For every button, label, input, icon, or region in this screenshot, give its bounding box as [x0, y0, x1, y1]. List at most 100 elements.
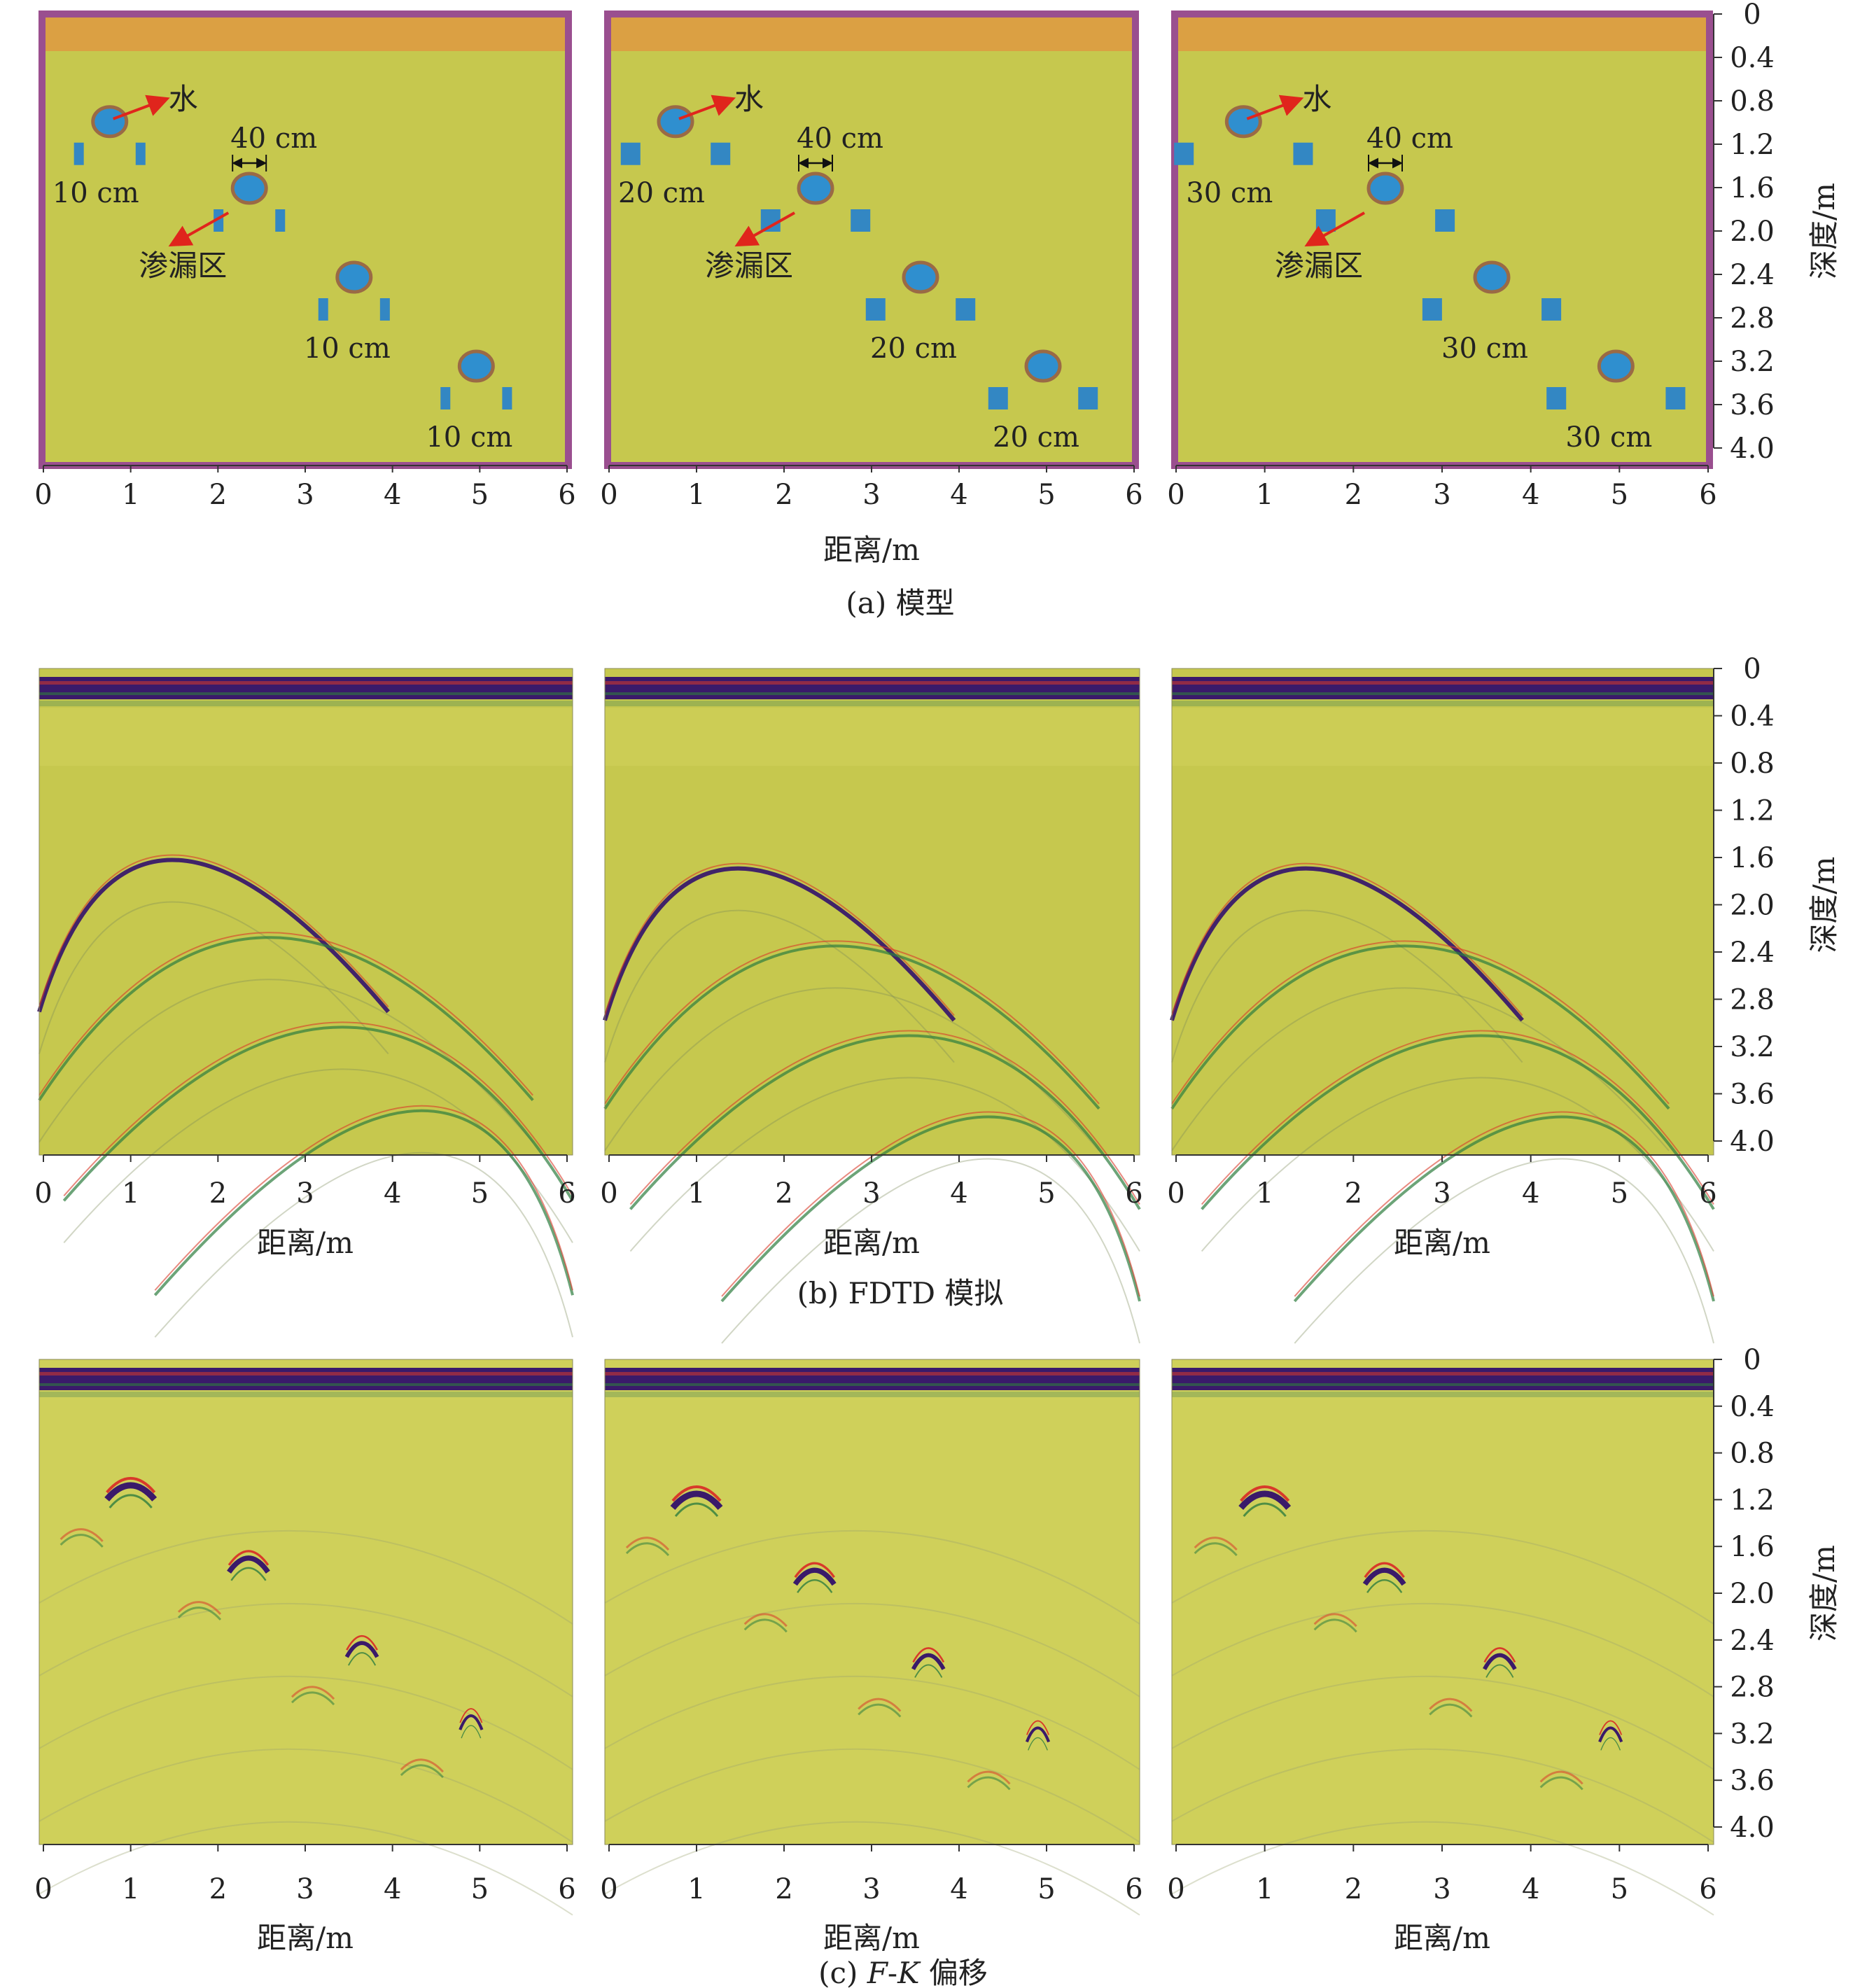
y-axis-title: 深度/m [1807, 183, 1841, 279]
focused-target [230, 1567, 267, 1581]
focused-target [1366, 1579, 1403, 1593]
x-tick-label: 2 [1345, 479, 1362, 511]
direct-wave-band [605, 681, 1140, 685]
x-axis-title: 距离/m [823, 1921, 920, 1955]
hyperbola [38, 936, 534, 1101]
focused-target [1025, 1726, 1051, 1743]
x-tick-label: 1 [687, 479, 705, 511]
x-tick-label: 0 [600, 479, 617, 511]
x-tick-label: 4 [950, 1177, 967, 1210]
x-tick-label: 5 [1611, 479, 1628, 511]
migration-artifact [39, 1675, 573, 1770]
leak-zone [214, 209, 224, 232]
direct-wave-band [39, 692, 573, 695]
y-tick-label: 0 [1743, 0, 1761, 31]
y-tick-label: 1.2 [1730, 129, 1775, 161]
focused-target [1364, 1562, 1405, 1578]
y-tick-label: 4.0 [1730, 433, 1775, 465]
focused-target [109, 1494, 153, 1508]
hyperbola-ghost [629, 1077, 1140, 1252]
focused-target [347, 1652, 377, 1666]
migration-artifact [39, 1602, 573, 1698]
x-tick-label: 2 [775, 1873, 792, 1905]
y-axis-title: 深度/m [1807, 857, 1841, 953]
spacing-label: 40 cm [797, 122, 883, 155]
x-tick-label: 3 [1433, 479, 1450, 511]
focused-target [344, 1641, 379, 1658]
y-tick-label: 4.0 [1730, 1812, 1775, 1844]
leak-residual [967, 1770, 1011, 1785]
gap-label: 10 cm [426, 421, 512, 454]
caption-b: (b) FDTD 模拟 [797, 1276, 1004, 1310]
y-tick-label: 0.4 [1730, 1391, 1775, 1423]
focused-target [794, 1562, 835, 1578]
water-pipe [1224, 105, 1262, 139]
y-tick-label: 0.4 [1730, 701, 1775, 733]
leak-zone [620, 142, 641, 165]
radar-background [605, 668, 1140, 1155]
x-tick-label: 6 [1125, 1177, 1142, 1210]
leak-zone [1435, 209, 1455, 232]
leak-zone [1078, 387, 1098, 410]
direct-wave-band [39, 1383, 573, 1386]
focused-target [104, 1482, 158, 1502]
x-tick-label: 3 [1433, 1177, 1450, 1210]
water-pipe [657, 105, 694, 139]
water-arrow [1246, 94, 1304, 120]
direct-wave-band [605, 1383, 1140, 1386]
leak-label: 渗漏区 [705, 248, 793, 283]
hyperbola [1171, 862, 1523, 1016]
x-tick-label: 5 [471, 479, 489, 511]
model-medium [604, 10, 1139, 469]
focused-target [797, 1579, 833, 1593]
x-tick-label: 5 [1037, 479, 1055, 511]
x-tick-label: 3 [296, 479, 314, 511]
x-tick-label: 5 [1037, 1177, 1055, 1210]
direct-wave-band [1172, 701, 1714, 706]
x-tick-label: 3 [862, 1873, 880, 1905]
focused-target [674, 1502, 719, 1518]
x-axis-title: 距离/m [823, 1226, 920, 1260]
direct-wave-band [39, 1368, 573, 1390]
leak-zone [379, 298, 390, 321]
y-tick-label: 1.6 [1730, 842, 1775, 874]
hyperbola [1294, 1111, 1714, 1297]
focused-target [228, 1550, 270, 1566]
x-tick-label: 4 [384, 479, 401, 511]
leak-zone [1174, 142, 1194, 165]
water-arrow [113, 94, 170, 120]
x-tick-label: 2 [1345, 1873, 1362, 1905]
direct-wave-band [1172, 1383, 1714, 1386]
focused-target [911, 1653, 946, 1670]
caption-a: (a) 模型 [846, 586, 954, 620]
x-tick-label: 3 [862, 1177, 880, 1210]
water-label: 水 [1302, 82, 1331, 116]
hyperbola [39, 854, 389, 1008]
hyperbola-ghost [39, 901, 389, 1055]
hyperbola-ghost [604, 909, 955, 1063]
x-tick-label: 2 [209, 479, 227, 511]
x-tick-label: 2 [1345, 1177, 1362, 1210]
x-tick-label: 3 [296, 1177, 314, 1210]
gap-label: 20 cm [870, 332, 957, 365]
direct-wave-band [39, 1372, 573, 1376]
leak-zone [440, 387, 451, 410]
leak-residual [177, 1601, 222, 1615]
caption-c: (c) F-K 偏移 [818, 1956, 988, 1988]
migration-artifact [604, 1748, 1140, 1843]
leak-residual [1194, 1542, 1238, 1557]
y-tick-label: 0.8 [1730, 748, 1775, 780]
leak-residual [400, 1758, 444, 1773]
x-tick-label: 3 [1433, 1873, 1450, 1905]
leak-zone [1422, 298, 1442, 321]
x-tick-label: 5 [1611, 1177, 1628, 1210]
leak-residual [1539, 1770, 1583, 1785]
air-layer [46, 18, 565, 51]
focused-target [461, 1725, 482, 1739]
upper-layer [1172, 708, 1714, 766]
x-tick-label: 4 [950, 479, 967, 511]
focused-target [1485, 1664, 1514, 1678]
model-panel-3: 30 cm 30 cm 30 cm 水 40 cm 渗漏区 [1171, 10, 1713, 469]
leak-zone [851, 209, 871, 232]
upper-layer [39, 708, 573, 766]
